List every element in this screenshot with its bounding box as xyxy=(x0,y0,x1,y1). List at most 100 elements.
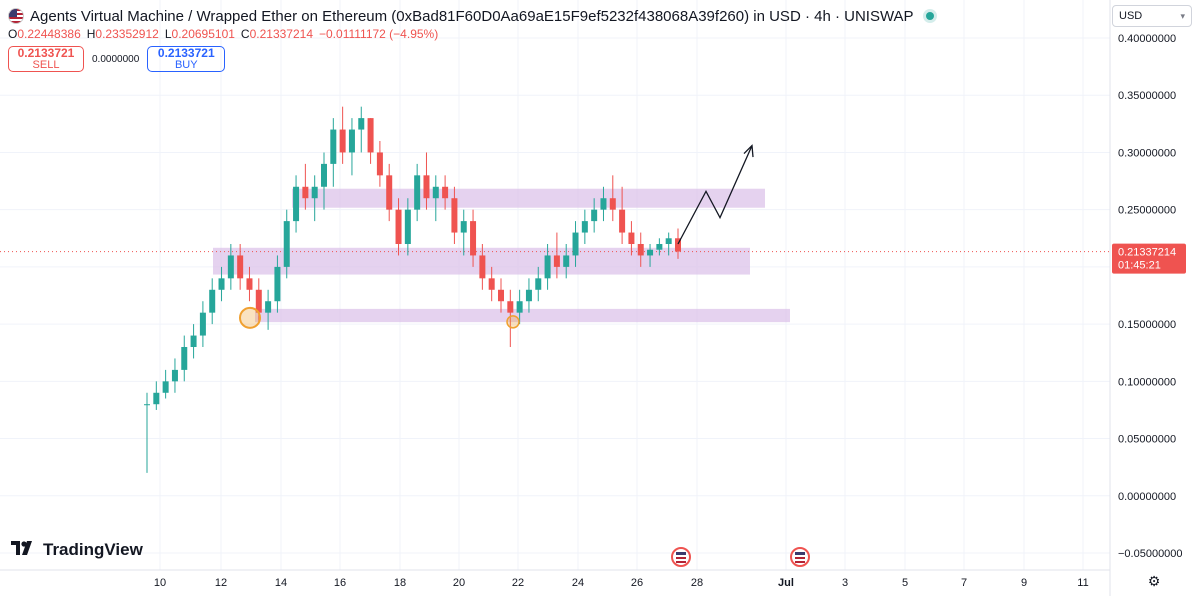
candle-body xyxy=(572,232,579,256)
bar-countdown-label: 01:45:21 xyxy=(1118,260,1161,272)
candle-body xyxy=(581,221,588,233)
candle-body xyxy=(423,175,430,199)
candle-body xyxy=(507,301,514,313)
candle-body xyxy=(619,209,626,233)
logo-mark-icon xyxy=(11,540,37,560)
candle-body xyxy=(237,255,244,279)
current-price-badge xyxy=(1112,243,1186,274)
candle-body xyxy=(265,301,272,313)
candle-body xyxy=(591,209,598,222)
low-label: L xyxy=(164,27,172,41)
time-tick-label: 24 xyxy=(572,577,584,589)
candle-body xyxy=(153,392,160,405)
symbol-title-row: Agents Virtual Machine / Wrapped Ether o… xyxy=(8,6,934,26)
candle-body xyxy=(293,186,300,222)
candle-body xyxy=(386,175,393,210)
candle-body xyxy=(442,186,449,199)
low-value: 0.20695101 xyxy=(171,27,235,41)
candle-body xyxy=(395,209,402,244)
price-tick-label: 0.30000000 xyxy=(1118,147,1176,159)
candle-body xyxy=(246,278,253,290)
time-tick-label: 7 xyxy=(961,577,967,589)
zone-rect xyxy=(255,308,790,323)
price-tick-label: 0.15000000 xyxy=(1118,319,1176,331)
time-tick-label: 9 xyxy=(1021,577,1027,589)
event-flag-stripe xyxy=(676,557,686,559)
candle-body xyxy=(600,198,607,210)
time-tick-label: 22 xyxy=(512,577,524,589)
current-price-label: 0.21337214 xyxy=(1118,247,1176,259)
time-tick-label: 11 xyxy=(1077,577,1088,589)
candle-body xyxy=(171,369,178,382)
currency-select[interactable]: USD ▾ xyxy=(1112,5,1192,27)
candle-body xyxy=(535,278,542,290)
candle-body xyxy=(302,186,309,199)
time-tick-label: 5 xyxy=(902,577,908,589)
price-tick-label: 0.35000000 xyxy=(1118,90,1176,102)
tradingview-logo[interactable]: TradingView xyxy=(11,540,143,560)
candle-body xyxy=(470,221,477,256)
candle-body xyxy=(498,289,504,302)
swing-low-marker xyxy=(239,306,261,329)
candle-body xyxy=(227,255,234,279)
high-value: 0.23352912 xyxy=(95,27,159,41)
event-flag-stripe xyxy=(795,552,805,555)
candle-body xyxy=(218,278,225,290)
sell-label: SELL xyxy=(32,59,60,71)
candle-body xyxy=(460,221,467,233)
candle-body xyxy=(209,289,216,313)
time-tick-label: 14 xyxy=(275,577,287,589)
projection-path xyxy=(677,145,753,245)
candle-body xyxy=(181,347,188,370)
flag-icon xyxy=(8,8,24,24)
candlestick-series xyxy=(144,106,681,473)
buy-button[interactable]: 0.2133721 BUY xyxy=(147,46,226,72)
time-tick-label: 3 xyxy=(842,577,848,589)
candle-body xyxy=(609,198,616,210)
candle-body xyxy=(358,118,365,130)
annotations xyxy=(239,144,810,567)
price-tick-label: 0.25000000 xyxy=(1118,205,1176,217)
candle-body xyxy=(162,381,169,393)
time-tick-label: 10 xyxy=(154,577,166,589)
buy-price: 0.2133721 xyxy=(157,46,215,60)
time-axis[interactable]: 10 12 14 16 18 20 22 24 26 28 Jul 3 5 7 9 11 xyxy=(0,569,1110,589)
candle-body xyxy=(432,186,439,199)
spread-value: 0.0000000 xyxy=(92,53,140,65)
zone-rect xyxy=(292,188,765,208)
candle-body xyxy=(544,255,551,279)
candle-body xyxy=(451,198,458,233)
close-value: 0.21337214 xyxy=(249,27,313,41)
candle-body xyxy=(311,186,318,199)
candle-body xyxy=(348,129,355,153)
open-value: 0.22448386 xyxy=(17,27,81,41)
event-flag-stripe xyxy=(795,561,805,563)
time-tick-label: 26 xyxy=(631,577,643,589)
sell-button[interactable]: 0.2133721 SELL xyxy=(8,46,84,72)
candle-body xyxy=(656,244,663,250)
candle-body xyxy=(525,289,532,302)
high-label: H xyxy=(86,27,96,41)
candle-body xyxy=(553,255,560,267)
trade-panel: 0.2133721 SELL 0.0000000 0.2133721 BUY xyxy=(8,46,226,72)
candle-body xyxy=(414,175,421,210)
price-tick-label: −0.05000000 xyxy=(1118,548,1183,560)
price-tick-label: 0.10000000 xyxy=(1118,376,1176,388)
chevron-down-icon: ▾ xyxy=(1180,10,1185,21)
price-axis[interactable]: 0.40000000 0.35000000 0.30000000 0.25000000… xyxy=(1109,0,1186,596)
sell-price: 0.2133721 xyxy=(17,46,75,60)
candle-body xyxy=(376,152,383,176)
settings-icon[interactable]: ⚙ xyxy=(1147,573,1161,589)
ohlc-legend: O0.22448386 H0.23352912 L0.20695101 C0.2… xyxy=(8,27,438,41)
symbol-title[interactable]: Agents Virtual Machine / Wrapped Ether o… xyxy=(30,7,914,25)
candle-body xyxy=(255,289,262,313)
candle-body xyxy=(144,404,150,406)
candle-body xyxy=(488,278,495,290)
time-tick-label: 20 xyxy=(453,577,465,589)
price-tick-label: 0.40000000 xyxy=(1118,33,1176,45)
candle-body xyxy=(665,238,672,244)
close-label: C xyxy=(240,27,250,41)
candle-body xyxy=(199,312,206,336)
currency-value: USD xyxy=(1119,10,1143,22)
